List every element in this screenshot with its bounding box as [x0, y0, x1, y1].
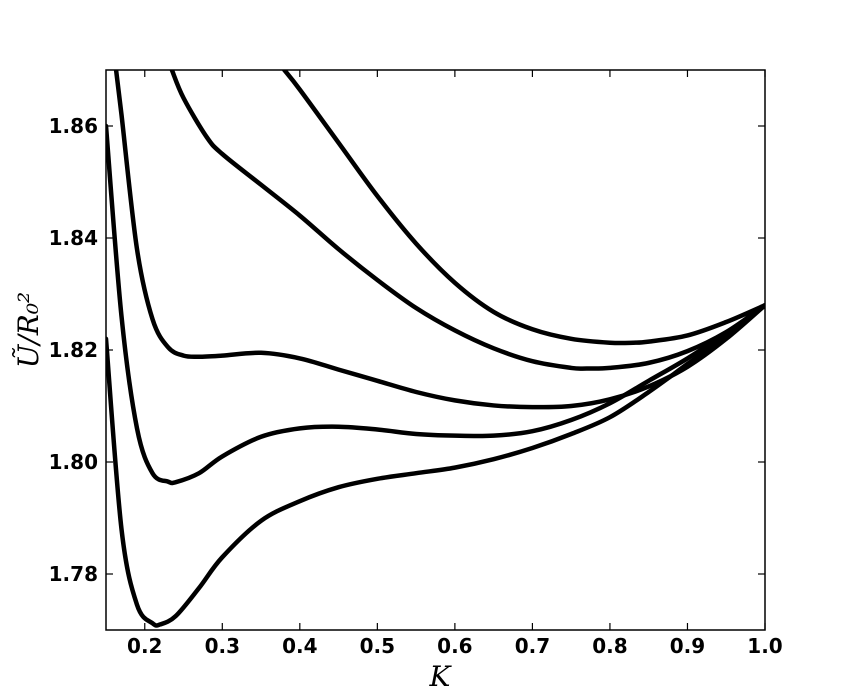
x-tick-label: 0.3: [205, 634, 240, 658]
x-tick-label: 0.7: [515, 634, 550, 658]
series-line-2: [106, 123, 765, 486]
series-line-4: [169, 70, 765, 371]
x-tick-label: 0.2: [127, 634, 162, 658]
y-axis-label: Ũ/R₀²: [12, 292, 45, 369]
y-tick-label: 1.86: [49, 114, 98, 138]
plot-frame: [105, 69, 766, 631]
x-axis-label: K: [429, 660, 453, 693]
series-line-3: [113, 70, 765, 410]
x-tick-label: 0.4: [282, 634, 317, 658]
y-tick-label: 1.80: [49, 450, 98, 474]
x-tick-label: 0.5: [360, 634, 395, 658]
x-tick-label: 1.0: [747, 634, 782, 658]
series-line-1: [106, 302, 765, 628]
ticks-layer: 0.2 0.3 0.4 0.5 0.6 0.7 0.8 0.9 1.0 1.78 1.80 1.82 1…: [49, 70, 783, 658]
series-line-5: [282, 70, 765, 346]
x-tick-label: 0.9: [670, 634, 705, 658]
series-layer: [106, 70, 765, 628]
y-tick-label: 1.84: [49, 226, 98, 250]
x-tick-label: 0.8: [592, 634, 627, 658]
x-tick-label: 0.6: [437, 634, 472, 658]
y-tick-label: 1.78: [49, 562, 98, 586]
y-tick-label: 1.82: [49, 338, 98, 362]
